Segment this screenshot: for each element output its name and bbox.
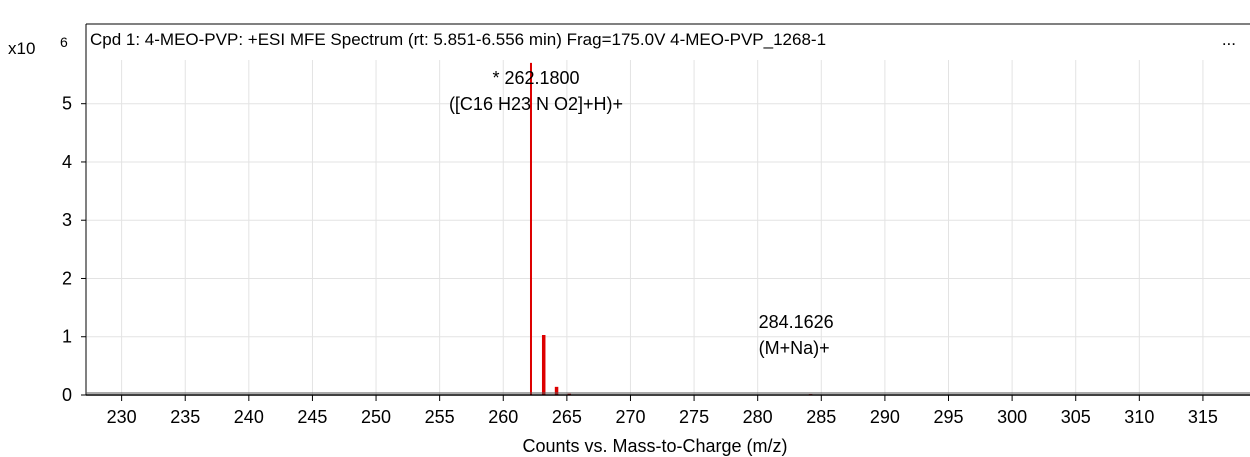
x-tick-label: 240: [234, 407, 264, 427]
peak-annotations: * 262.1800 ([C16 H23 N O2]+H)+ 284.1626 (M+…: [449, 68, 834, 358]
x-tick-label: 300: [997, 407, 1027, 427]
x-tick-label: 260: [488, 407, 518, 427]
x-axis-title: Counts vs. Mass-to-Charge (m/z): [522, 436, 787, 456]
peak-annotation-line: ([C16 H23 N O2]+H)+: [449, 94, 623, 114]
x-tick-label: 275: [679, 407, 709, 427]
x-tick-label: 295: [933, 407, 963, 427]
x-tick-label: 315: [1188, 407, 1218, 427]
x-tick-label: 280: [743, 407, 773, 427]
y-axis-ticks: 0 1 2 3 4 5: [62, 94, 86, 405]
y-tick-label: 4: [62, 152, 72, 172]
y-tick-label: 3: [62, 210, 72, 230]
y-tick-label: 0: [62, 385, 72, 405]
y-scale-exponent: 6: [60, 34, 68, 50]
x-tick-label: 270: [615, 407, 645, 427]
y-scale-base: x10: [8, 39, 35, 58]
x-tick-label: 290: [870, 407, 900, 427]
x-tick-label: 245: [297, 407, 327, 427]
x-tick-label: 305: [1061, 407, 1091, 427]
x-tick-label: 230: [107, 407, 137, 427]
x-tick-label: 255: [425, 407, 455, 427]
x-tick-label: 310: [1124, 407, 1154, 427]
axes: [85, 23, 1250, 396]
peak-annotation-line: (M+Na)+: [759, 338, 830, 358]
x-axis-ticks: 230 235 240 245 250 255 260 265 270 275 280 285 290 2…: [107, 395, 1218, 427]
y-tick-label: 2: [62, 268, 72, 288]
y-tick-label: 1: [62, 327, 72, 347]
chart-title: Cpd 1: 4-MEO-PVP: +ESI MFE Spectrum (rt:…: [90, 30, 826, 49]
x-tick-label: 250: [361, 407, 391, 427]
x-tick-label: 235: [170, 407, 200, 427]
x-tick-label: 285: [806, 407, 836, 427]
peak-annotation-line: * 262.1800: [492, 68, 579, 88]
x-tick-label: 265: [552, 407, 582, 427]
peak-annotation-line: 284.1626: [759, 312, 834, 332]
y-tick-label: 5: [62, 94, 72, 114]
grid-lines: [86, 60, 1250, 395]
title-overflow-ellipsis: ...: [1222, 30, 1236, 49]
